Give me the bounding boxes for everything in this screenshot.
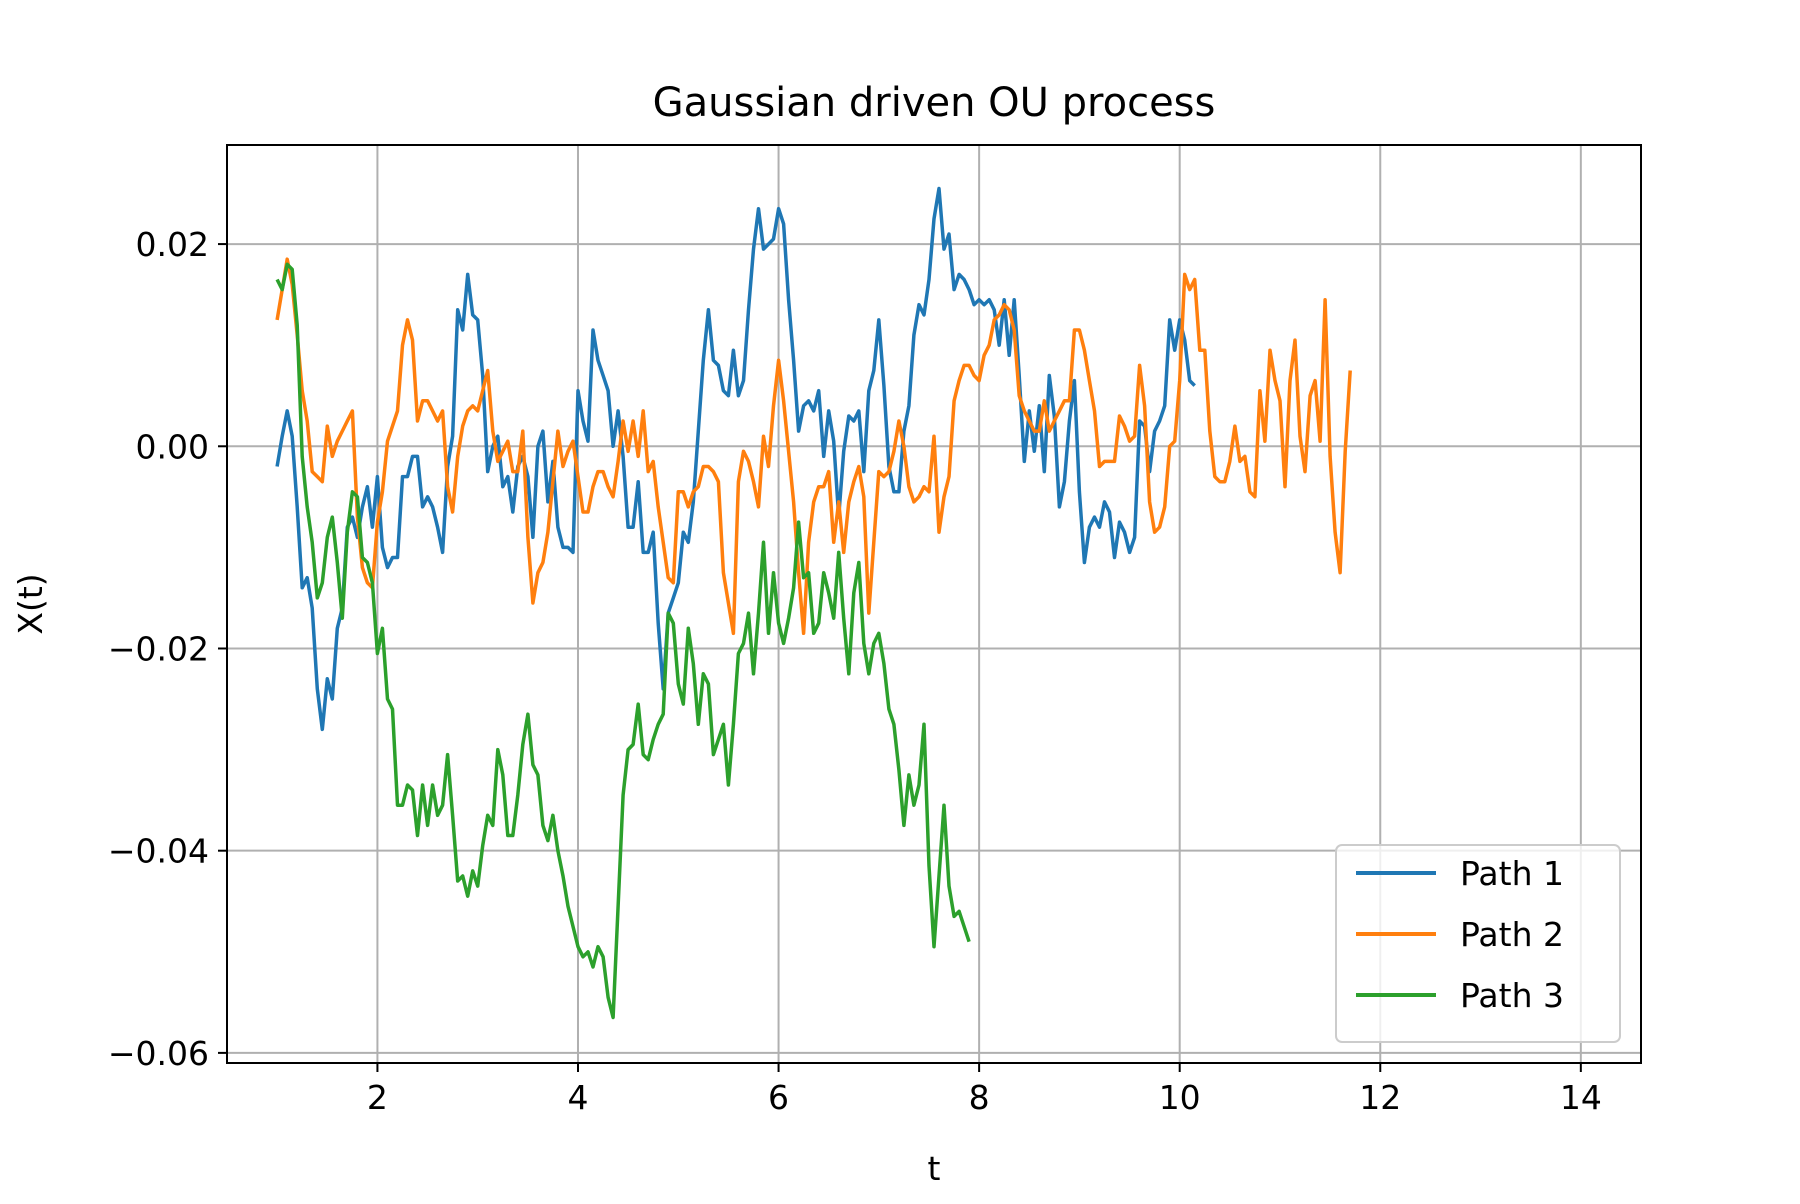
x-tick-label: 4 [567,1078,588,1117]
series-layer [275,186,1352,1020]
legend: Path 1 Path 2 Path 3 [1335,844,1621,1043]
series-line-path-2 [275,257,1352,636]
tick-layer: 2 4 6 8 10 12 14 0.02 0.00 −0.02 −0.04 −0.06 [108,225,1602,1117]
legend-box [1335,844,1621,1043]
x-tick-label: 6 [768,1078,789,1117]
chart-title: Gaussian driven OU process [653,80,1216,126]
series-line-path-3 [275,262,971,1020]
y-tick-label: −0.06 [108,1034,209,1073]
x-tick-label: 2 [367,1078,388,1117]
y-tick-label: −0.04 [108,832,209,871]
x-tick-label: 10 [1159,1078,1201,1117]
legend-label-path-1: Path 1 [1460,854,1564,893]
legend-entries: Path 1 Path 2 Path 3 [1356,854,1564,1015]
x-tick-label: 12 [1359,1078,1401,1117]
y-axis-label: X(t) [11,573,50,634]
x-axis-label: t [928,1149,941,1188]
x-tick-label: 8 [969,1078,990,1117]
plot-frame [226,144,1642,1064]
y-tick-label: −0.02 [108,629,209,668]
legend-label-path-3: Path 3 [1460,976,1564,1015]
x-tick-label: 14 [1560,1078,1602,1117]
legend-label-path-2: Path 2 [1460,915,1564,954]
y-tick-label: 0.02 [136,225,209,264]
series-line-path-1 [275,186,1196,732]
y-tick-label: 0.00 [136,427,209,466]
